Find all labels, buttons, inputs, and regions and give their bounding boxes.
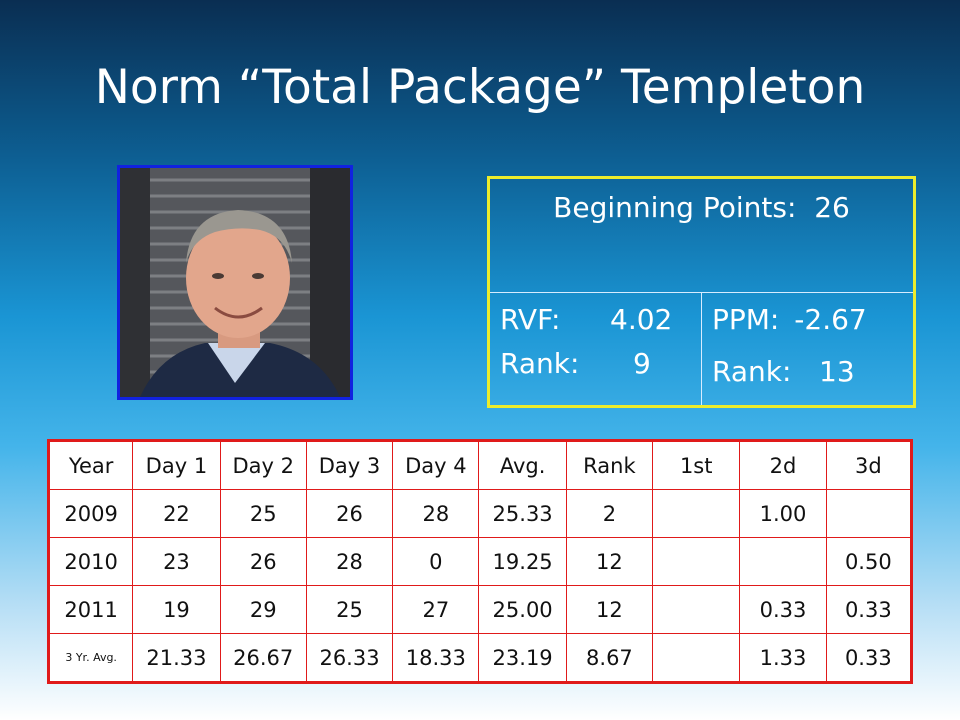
table-cell: 0	[392, 537, 480, 586]
ppm-cell: PPM: -2.67 Rank: 13	[702, 293, 913, 405]
table-cell: 2	[565, 489, 654, 538]
table-cell	[652, 537, 741, 586]
table-header-cell: 3d	[825, 440, 913, 490]
table-cell: 3 Yr. Avg.	[47, 633, 134, 683]
table-header-cell: Avg.	[478, 440, 567, 490]
table-cell: 25	[219, 489, 307, 538]
table-cell	[652, 633, 741, 683]
table-cell	[825, 489, 913, 538]
yearly-stats-table: Year Day 1 Day 2 Day 3 Day 4 Avg. Rank 1st 2d 3d 2…	[47, 439, 913, 684]
table-cell: 0.33	[825, 585, 913, 634]
table-cell: 26.67	[219, 633, 307, 683]
table-cell: 26.33	[305, 633, 394, 683]
table-cell: 2011	[47, 585, 134, 634]
rvf-rank-line: Rank:	[500, 347, 579, 380]
table-header-cell: Year	[47, 440, 134, 490]
table-header-cell: Rank	[565, 440, 654, 490]
table-cell: 18.33	[392, 633, 480, 683]
table-row: 3 Yr. Avg. 21.33 26.67 26.33 18.33 23.19 8.67 1…	[47, 633, 913, 683]
beginning-points: Beginning Points: 26	[490, 191, 913, 225]
table-header-cell: Day 4	[392, 440, 480, 490]
ppm-rank-label: Rank:	[712, 355, 792, 388]
ppm-rank-value: 13	[819, 355, 855, 388]
table-cell: 2009	[47, 489, 134, 538]
table-cell: 21.33	[132, 633, 221, 683]
rvf-line: RVF:	[500, 303, 560, 336]
table-cell: 25	[305, 585, 394, 634]
table-header-cell: Day 2	[219, 440, 307, 490]
table-cell: 28	[305, 537, 394, 586]
beginning-points-label: Beginning Points:	[553, 191, 797, 224]
table-cell: 25.33	[478, 489, 567, 538]
table-cell	[652, 489, 741, 538]
beginning-points-row: Beginning Points: 26	[490, 179, 913, 293]
rvf-rank-value: 9	[633, 347, 651, 380]
table-row: 2010 23 26 28 0 19.25 12 0.50	[47, 537, 913, 586]
table-header-cell: Day 1	[132, 440, 221, 490]
stats-info-box: Beginning Points: 26 RVF: 4.02 Rank: 9 P…	[487, 176, 916, 408]
table-row: 2009 22 25 26 28 25.33 2 1.00	[47, 489, 913, 538]
table-cell	[652, 585, 741, 634]
table-header-row: Year Day 1 Day 2 Day 3 Day 4 Avg. Rank 1st 2d 3d	[47, 440, 913, 490]
table-cell: 26	[219, 537, 307, 586]
rvf-label: RVF:	[500, 303, 561, 336]
portrait-photo-icon	[117, 165, 353, 400]
table-cell: 1.00	[739, 489, 827, 538]
table-cell: 12	[565, 537, 654, 586]
table-cell: 22	[132, 489, 221, 538]
rvf-value: 4.02	[610, 303, 673, 336]
table-header-cell: Day 3	[305, 440, 394, 490]
table-cell: 29	[219, 585, 307, 634]
table-cell: 0.33	[739, 585, 827, 634]
table-cell: 12	[565, 585, 654, 634]
table-cell: 25.00	[478, 585, 567, 634]
table-row: 2011 19 29 25 27 25.00 12 0.33 0.33	[47, 585, 913, 634]
table-cell: 0.33	[825, 633, 913, 683]
table-cell: 28	[392, 489, 480, 538]
table-header-cell: 2d	[739, 440, 827, 490]
ppm-line: PPM: -2.67	[712, 303, 867, 336]
table-cell: 8.67	[565, 633, 654, 683]
table-cell: 19.25	[478, 537, 567, 586]
table-cell: 2010	[47, 537, 134, 586]
table-cell	[739, 537, 827, 586]
ppm-rank-line: Rank:	[712, 355, 791, 388]
table-cell: 26	[305, 489, 394, 538]
beginning-points-value: 26	[814, 191, 850, 224]
table-cell: 19	[132, 585, 221, 634]
table-cell: 27	[392, 585, 480, 634]
slide-title: Norm “Total Package” Templeton	[94, 60, 866, 115]
table-cell: 1.33	[739, 633, 827, 683]
ppm-label: PPM:	[712, 303, 780, 336]
table-cell: 0.50	[825, 537, 913, 586]
rvf-rank-label: Rank:	[500, 347, 580, 380]
table-header-cell: 1st	[652, 440, 741, 490]
ppm-value: -2.67	[794, 303, 867, 336]
table-cell: 23.19	[478, 633, 567, 683]
rvf-cell: RVF: 4.02 Rank: 9	[490, 293, 702, 405]
table-cell: 23	[132, 537, 221, 586]
